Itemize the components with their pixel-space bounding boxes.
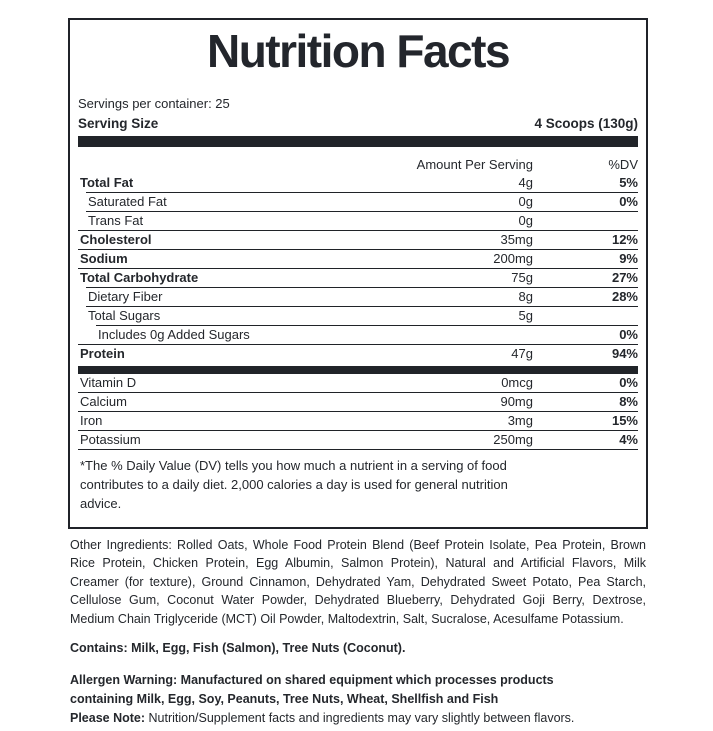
supplement-info-section: Other Ingredients: Rolled Oats, Whole Fo…: [70, 536, 646, 728]
nutrient-dv: 12%: [611, 231, 638, 247]
nutrient-name: Saturated Fat: [88, 193, 167, 209]
nutrient-dv: 0%: [619, 326, 638, 342]
nutrient-row: Total Sugars 5g: [86, 305, 638, 325]
nutrient-row: Includes 0g Added Sugars 0%: [96, 324, 638, 344]
nutrient-amount: 250mg: [493, 431, 533, 447]
nutrient-dv: 4%: [619, 431, 638, 447]
nutrient-amount: 35mg: [500, 231, 533, 247]
nutrient-amount: 0g: [518, 193, 533, 209]
nutrient-amount: 5g: [518, 307, 533, 323]
nutrient-amount: 4g: [518, 174, 533, 190]
nutrient-row: Cholesterol 35mg 12%: [78, 229, 638, 249]
amount-per-serving-header: Amount Per Serving: [416, 156, 533, 172]
contains-statement: Contains: Milk, Egg, Fish (Salmon), Tree…: [70, 641, 406, 656]
amounts-header-row: Amount Per Serving %DV: [78, 155, 638, 174]
other-ingredients-text: Other Ingredients: Rolled Oats, Whole Fo…: [70, 537, 646, 626]
nutrient-dv: 0%: [619, 193, 638, 209]
daily-value-footnote: *The % Daily Value (DV) tells you how mu…: [80, 457, 508, 511]
nutrient-row: Total Carbohydrate 75g 27%: [78, 267, 638, 287]
nutrient-name: Potassium: [80, 431, 141, 447]
nutrient-name: Includes 0g Added Sugars: [98, 326, 250, 342]
nutrient-name: Dietary Fiber: [88, 288, 163, 304]
nutrient-name: Vitamin D: [80, 374, 137, 390]
allergen-warning-text: Allergen Warning: Manufactured on shared…: [70, 672, 554, 706]
nutrient-dv: 9%: [619, 250, 638, 266]
serving-size-label: Serving Size: [78, 115, 159, 131]
nutrient-dv: 94%: [611, 345, 638, 361]
nutrient-dv: 28%: [611, 288, 638, 304]
nutrient-dv: 0%: [619, 374, 638, 390]
nutrient-amount: 0mcg: [501, 374, 533, 390]
nutrient-amount: 200mg: [493, 250, 533, 266]
nutrient-row: Iron 3mg 15%: [78, 410, 638, 430]
nutrient-amount: 75g: [511, 269, 533, 285]
nutrient-name: Iron: [80, 412, 103, 428]
nutrient-name: Sodium: [80, 250, 128, 266]
nutrient-amount: 47g: [511, 345, 533, 361]
please-note-line: Please Note: Nutrition/Supplement facts …: [70, 709, 646, 728]
separator-bar-thick: [78, 135, 638, 147]
servings-per-container: Servings per container: 25: [78, 95, 230, 111]
percent-dv-header: %DV: [608, 156, 638, 172]
nutrient-name: Trans Fat: [88, 212, 144, 228]
nutrient-amount: 8g: [518, 288, 533, 304]
serving-size-value: 4 Scoops (130g): [534, 115, 638, 131]
serving-size-row: Serving Size 4 Scoops (130g): [78, 115, 638, 132]
nutrition-facts-panel: Nutrition Facts Servings per container: …: [68, 18, 648, 529]
nutrient-row: Protein 47g 94%: [78, 343, 638, 363]
nutrient-row: Vitamin D 0mcg 0%: [78, 374, 638, 392]
nutrient-name: Total Sugars: [88, 307, 161, 323]
nutrient-amount: 3mg: [507, 412, 533, 428]
nutrient-dv: 8%: [619, 393, 638, 409]
vitamin-mineral-rows: Vitamin D 0mcg 0% Calcium 90mg 8% Iron 3…: [78, 374, 638, 450]
nutrient-name: Protein: [80, 345, 125, 361]
nutrient-row: Saturated Fat 0g 0%: [86, 191, 638, 211]
nutrient-dv: 27%: [611, 269, 638, 285]
nutrient-row: Sodium 200mg 9%: [78, 248, 638, 268]
nutrient-name: Total Fat: [80, 174, 134, 190]
nutrient-dv: 5%: [619, 174, 638, 190]
nutrient-row: Dietary Fiber 8g 28%: [86, 286, 638, 306]
main-nutrient-rows: Total Fat 4g 5% Saturated Fat 0g 0% Tran…: [78, 174, 638, 363]
nutrition-facts-title: Nutrition Facts: [206, 25, 511, 77]
nutrient-amount: 90mg: [500, 393, 533, 409]
nutrient-row: Potassium 250mg 4%: [78, 429, 638, 449]
separator-bar-protein: [78, 365, 638, 374]
nutrient-name: Total Carbohydrate: [80, 269, 199, 285]
nutrient-amount: 0g: [518, 212, 533, 228]
nutrient-dv: 15%: [611, 412, 638, 428]
nutrient-row: Trans Fat 0g: [86, 210, 638, 230]
nutrient-row: Calcium 90mg 8%: [78, 391, 638, 411]
nutrient-name: Cholesterol: [80, 231, 152, 247]
nutrient-row: Total Fat 4g 5%: [78, 174, 638, 192]
nutrient-name: Calcium: [80, 393, 127, 409]
